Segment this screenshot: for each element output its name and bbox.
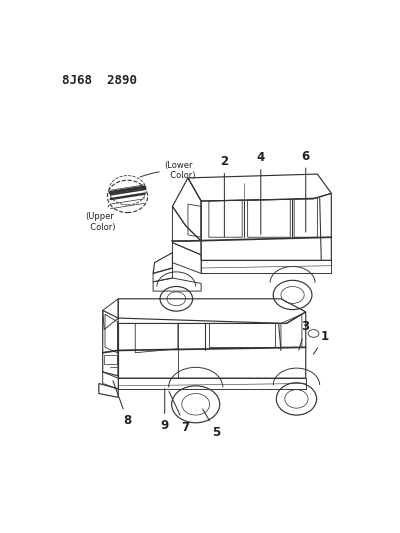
Text: 1: 1 (314, 330, 329, 354)
Text: (Upper
  Color): (Upper Color) (85, 205, 115, 231)
Text: 4: 4 (257, 151, 265, 235)
Text: 9: 9 (160, 389, 169, 432)
Text: 5: 5 (202, 409, 221, 439)
Text: (Lower
  Color): (Lower Color) (140, 160, 195, 180)
Text: 8J68  2890: 8J68 2890 (62, 74, 137, 87)
Text: 2: 2 (220, 155, 228, 237)
Text: 8: 8 (113, 381, 132, 427)
Text: 7: 7 (169, 391, 190, 433)
Text: 3: 3 (299, 320, 310, 350)
Text: 6: 6 (302, 150, 310, 232)
Bar (104, 355, 117, 364)
